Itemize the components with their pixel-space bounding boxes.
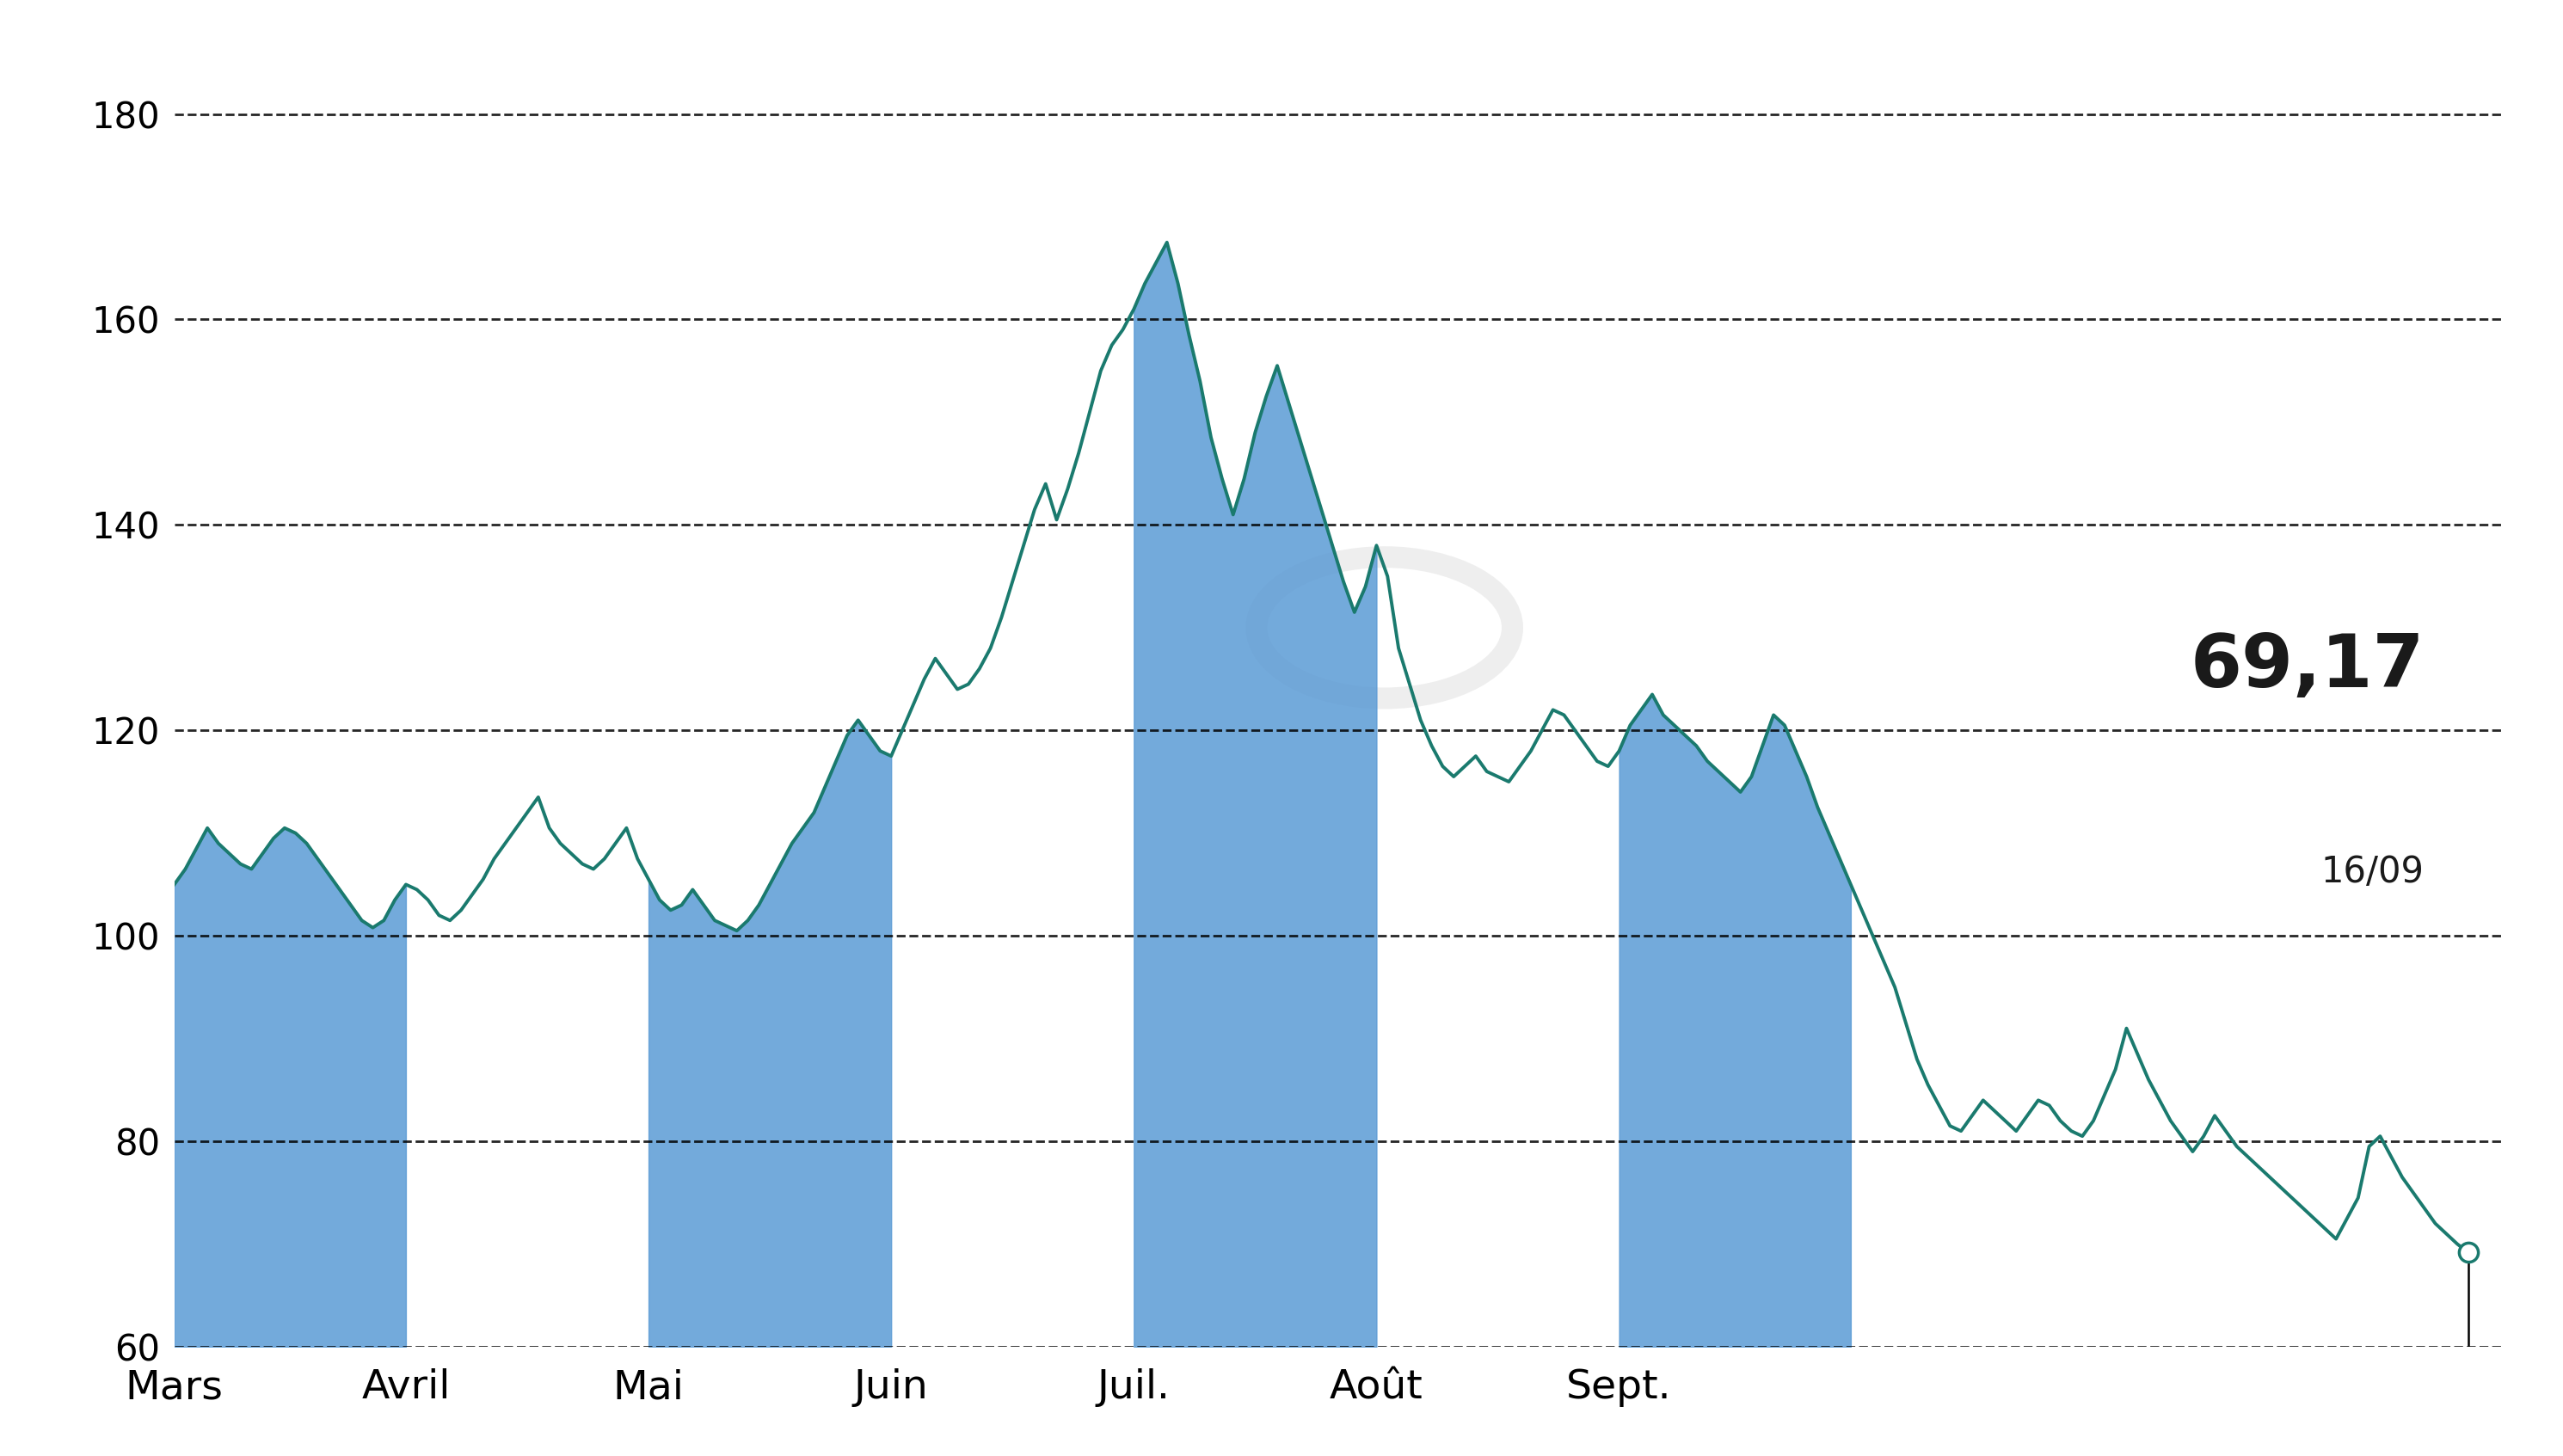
Text: Moderna, Inc.: Moderna, Inc. xyxy=(948,22,1615,106)
Text: 16/09: 16/09 xyxy=(2322,855,2425,891)
Text: 69,17: 69,17 xyxy=(2189,632,2425,703)
